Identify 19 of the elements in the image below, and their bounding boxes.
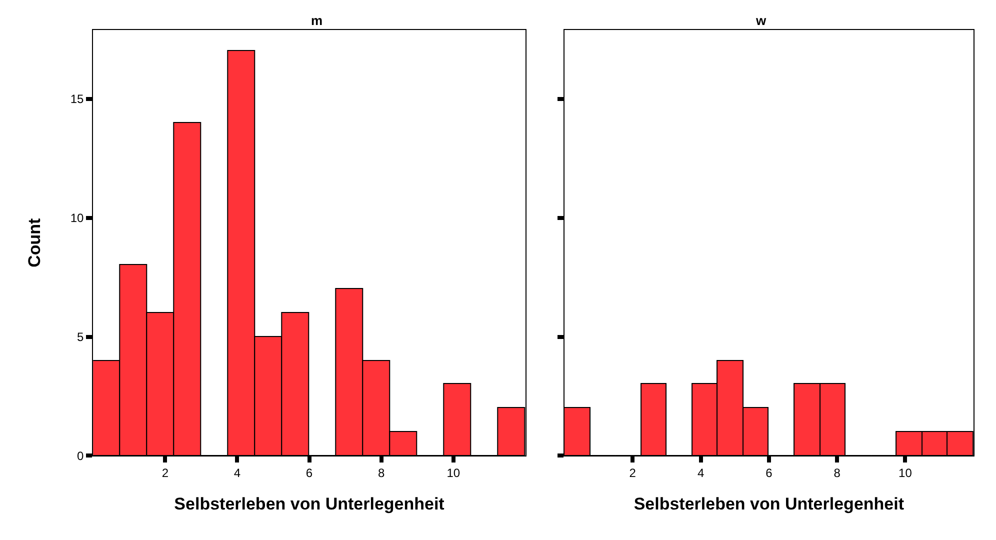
x-tick-label: 4 [234,466,241,480]
x-axis-title: Selbsterleben von Unterlegenheit [634,494,904,514]
x-tick-label: 2 [162,466,169,480]
chart-title: m [311,13,323,28]
x-tick-label: 10 [446,466,460,480]
x-tick-label: 6 [306,466,313,480]
x-tick-label: 8 [834,466,841,480]
y-tick-label: 10 [70,211,84,226]
y-tick-label: 5 [77,330,84,344]
x-tick-label: 8 [378,466,385,480]
x-tick-label: 4 [697,466,704,480]
x-tick-label: 10 [898,466,912,480]
x-tick-label: 6 [766,466,773,480]
y-tick-label: 0 [77,448,84,463]
x-tick-label: 2 [629,466,636,480]
y-axis-title: Count [24,218,44,268]
y-tick-label: 15 [70,92,84,106]
x-axis-title: Selbsterleben von Unterlegenheit [174,494,445,514]
chart-title: w [755,13,767,28]
